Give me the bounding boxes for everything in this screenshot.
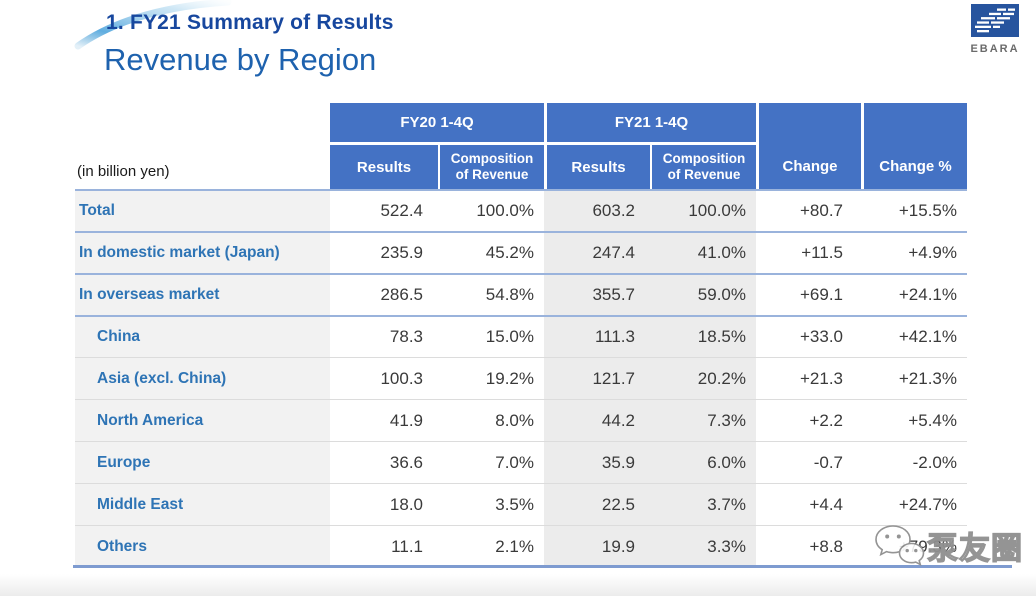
header-fy21-composition: Composition of Revenue: [650, 145, 756, 189]
table-row: In overseas market 286.5 54.8% 355.7 59.0% +6…: [75, 273, 967, 315]
fy21-composition-value: 20.2%: [650, 358, 756, 399]
fy20-composition-value: 3.5%: [495, 494, 534, 514]
fy20-composition-value: 54.8%: [485, 285, 534, 304]
revenue-table: FY20 1-4Q FY21 1-4Q Change Change % (in …: [75, 103, 967, 567]
fy20-results-value: 522.4: [380, 201, 423, 220]
watermark: 泵友圈: [872, 522, 1023, 569]
fy20-results-value: 11.1: [391, 536, 423, 556]
table-row: Others 11.1 2.1% 19.9 3.3% +8.8 +79.3%: [75, 525, 967, 567]
table-body: Total 522.4 100.0% 603.2 100.0% +80.7 +15.5% In…: [75, 189, 967, 567]
change-value: -0.7: [813, 452, 843, 472]
change-value: +69.1: [799, 285, 843, 304]
fy21-results-value: 355.7: [544, 275, 650, 315]
table-header: FY20 1-4Q FY21 1-4Q Change Change % (in …: [75, 103, 967, 189]
row-label: North America: [75, 400, 330, 441]
fy21-results-value: 44.2: [544, 400, 650, 441]
section-title: 1. FY21 Summary of Results: [106, 11, 394, 34]
change-value: +21.3: [799, 368, 843, 388]
fy20-results-value: 235.9: [380, 243, 423, 262]
header-fy20-composition: Composition of Revenue: [438, 145, 544, 189]
change-pct-value: +4.9%: [908, 243, 957, 262]
change-value: +33.0: [799, 327, 843, 346]
change-value: +80.7: [799, 201, 843, 220]
change-pct-value: +5.4%: [908, 410, 957, 430]
ebara-logo-text: EBARA: [970, 43, 1020, 55]
change-pct-value: +42.1%: [898, 327, 957, 346]
fy21-results-value: 247.4: [544, 233, 650, 273]
wechat-icon: [875, 525, 925, 567]
fy21-results-value: 111.3: [544, 317, 650, 357]
fy21-results-value: 19.9: [544, 526, 650, 567]
fy20-composition-value: 15.0%: [485, 327, 534, 346]
fy21-composition-value: 18.5%: [650, 317, 756, 357]
ebara-logo-mark-icon: [971, 4, 1019, 37]
fy20-composition-value: 45.2%: [485, 243, 534, 262]
fy21-composition-value: 100.0%: [650, 191, 756, 231]
change-pct-value: +21.3%: [898, 368, 957, 388]
header-change-pct: Change %: [861, 103, 967, 189]
change-pct-value: -2.0%: [912, 452, 957, 472]
row-label: Others: [75, 526, 330, 567]
fy20-results-value: 18.0: [389, 494, 423, 514]
row-label: In domestic market (Japan): [75, 233, 330, 273]
fy20-results-value: 78.3: [389, 327, 423, 346]
change-pct-value: +24.1%: [898, 285, 957, 304]
table-bottom-rule: [73, 565, 1012, 568]
table-row: In domestic market (Japan) 235.9 45.2% 247.…: [75, 231, 967, 273]
fy20-results-value: 286.5: [380, 285, 423, 304]
table-row: Europe 36.6 7.0% 35.9 6.0% -0.7 -2.0%: [75, 441, 967, 483]
header-fy21-results: Results: [544, 145, 650, 189]
change-value: +8.8: [809, 536, 843, 556]
fy20-composition-value: 19.2%: [485, 368, 534, 388]
fy21-composition-value: 6.0%: [650, 442, 756, 483]
fy21-composition-value: 3.3%: [650, 526, 756, 567]
row-label: Europe: [75, 442, 330, 483]
table-row: Asia (excl. China) 100.3 19.2% 121.7 20.2% +2…: [75, 357, 967, 399]
header-change: Change: [756, 103, 861, 189]
fy21-results-value: 22.5: [544, 484, 650, 525]
fy21-results-value: 603.2: [544, 191, 650, 231]
row-label: Total: [75, 191, 330, 231]
header-corner-cell: [75, 103, 330, 145]
bottom-gradient: [0, 574, 1036, 596]
table-row: China 78.3 15.0% 111.3 18.5% +33.0 +42.1%: [75, 315, 967, 357]
table-row: Middle East 18.0 3.5% 22.5 3.7% +4.4 +24.7%: [75, 483, 967, 525]
fy20-composition-value: 2.1%: [495, 536, 534, 556]
change-pct-value: +15.5%: [898, 201, 957, 220]
change-value: +4.4: [809, 494, 843, 514]
swoosh-decoration-icon: [74, 0, 232, 50]
fy20-composition-value: 8.0%: [495, 410, 534, 430]
fy21-composition-value: 59.0%: [650, 275, 756, 315]
row-label: In overseas market: [75, 275, 330, 315]
change-pct-value: +24.7%: [898, 494, 957, 514]
fy20-results-value: 41.9: [389, 410, 423, 430]
fy21-composition-value: 3.7%: [650, 484, 756, 525]
header-fy21-group: FY21 1-4Q: [544, 103, 756, 145]
unit-label: (in billion yen): [77, 163, 170, 180]
fy21-results-value: 35.9: [544, 442, 650, 483]
fy20-results-value: 100.3: [380, 368, 423, 388]
ebara-logo: EBARA: [967, 4, 1023, 55]
row-label: Middle East: [75, 484, 330, 525]
change-value: +11.5: [801, 243, 843, 262]
fy21-results-value: 121.7: [544, 358, 650, 399]
page-title: Revenue by Region: [104, 42, 377, 77]
table-row: North America 41.9 8.0% 44.2 7.3% +2.2 +5.4%: [75, 399, 967, 441]
fy21-composition-value: 41.0%: [650, 233, 756, 273]
header-fy20-results: Results: [330, 145, 438, 189]
row-label: China: [75, 317, 330, 357]
table-row: Total 522.4 100.0% 603.2 100.0% +80.7 +15.5%: [75, 189, 967, 231]
change-value: +2.2: [809, 410, 843, 430]
fy20-composition-value: 7.0%: [495, 452, 534, 472]
fy20-results-value: 36.6: [389, 452, 423, 472]
watermark-text: 泵友圈: [926, 530, 1023, 566]
fy20-composition-value: 100.0%: [476, 201, 534, 220]
fy21-composition-value: 7.3%: [650, 400, 756, 441]
header-fy20-group: FY20 1-4Q: [330, 103, 544, 145]
row-label: Asia (excl. China): [75, 358, 330, 399]
